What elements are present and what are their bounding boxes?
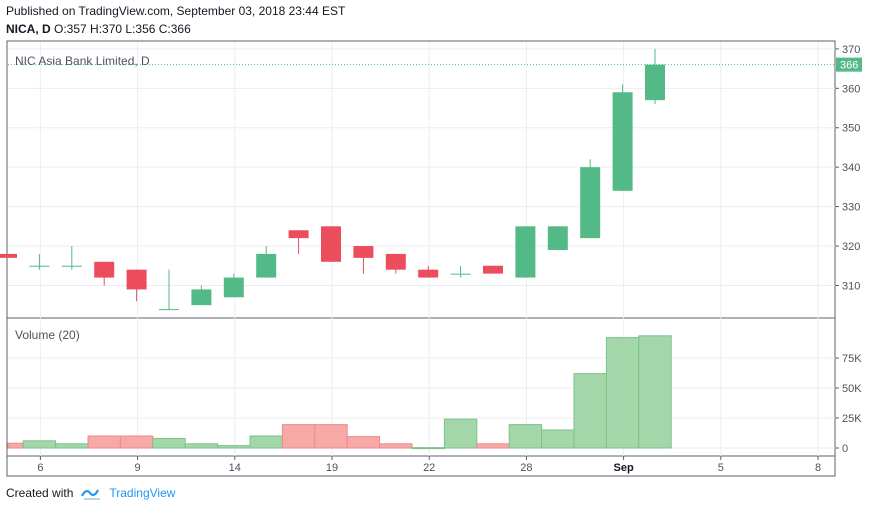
candle bbox=[191, 285, 212, 306]
tradingview-link[interactable]: TradingView bbox=[109, 486, 176, 500]
volume-bar bbox=[346, 436, 381, 449]
vol-tick-label: 25K bbox=[842, 413, 862, 425]
volume-bar bbox=[184, 443, 219, 449]
volume-bar bbox=[476, 443, 510, 449]
volume-bar bbox=[314, 424, 348, 449]
volume-bar bbox=[379, 443, 413, 449]
volume-bar bbox=[87, 435, 121, 449]
candle-body bbox=[288, 230, 309, 239]
volume-bar bbox=[55, 443, 89, 449]
last-price-label: 366 bbox=[840, 60, 858, 72]
candle-body bbox=[223, 277, 244, 298]
candle-body bbox=[256, 253, 277, 278]
y-tick-label: 320 bbox=[842, 241, 860, 253]
candle-body bbox=[353, 246, 374, 258]
x-tick-label: Sep bbox=[614, 462, 634, 474]
volume-bar bbox=[605, 337, 640, 449]
tradingview-logo-icon[interactable] bbox=[81, 486, 103, 500]
price-pane-title: NIC Asia Bank Limited, D bbox=[15, 54, 150, 68]
volume-bar bbox=[249, 435, 283, 449]
candle bbox=[223, 273, 244, 298]
symbol-ohlc-line: NICA, D O:357 H:370 L:356 C:366 bbox=[6, 22, 191, 36]
x-tick-label: 6 bbox=[37, 462, 43, 474]
candle bbox=[94, 261, 115, 286]
volume-bar bbox=[152, 437, 186, 449]
volume-bar bbox=[7, 442, 24, 449]
vol-tick-label: 0 bbox=[842, 443, 848, 455]
candle bbox=[418, 265, 439, 278]
candle bbox=[580, 159, 601, 239]
candle-body bbox=[418, 269, 439, 278]
candle-body bbox=[385, 253, 406, 270]
volume-bar bbox=[281, 424, 316, 449]
volume-bar bbox=[443, 418, 478, 449]
candle bbox=[547, 226, 568, 250]
candle bbox=[515, 226, 536, 278]
candle-body bbox=[94, 261, 115, 278]
candle-body bbox=[321, 226, 341, 262]
candle-body bbox=[483, 265, 503, 274]
x-tick-label: 22 bbox=[423, 462, 435, 474]
candle-body bbox=[29, 265, 50, 267]
volume-bar bbox=[508, 424, 543, 449]
y-tick-label: 330 bbox=[842, 202, 860, 214]
candle bbox=[256, 246, 277, 278]
candle-body bbox=[191, 289, 212, 306]
candle-body bbox=[515, 226, 536, 278]
volume-bar bbox=[638, 335, 672, 449]
y-tick-label: 340 bbox=[842, 162, 860, 174]
candle-body bbox=[159, 309, 179, 311]
candle-body bbox=[0, 253, 17, 258]
footer: Created with TradingView bbox=[6, 486, 175, 500]
candle bbox=[321, 226, 341, 262]
candle bbox=[483, 265, 503, 274]
ohlc-values: O:357 H:370 L:356 C:366 bbox=[54, 22, 191, 36]
symbol-label: NICA, D bbox=[6, 22, 51, 36]
vol-tick-label: 50K bbox=[842, 383, 862, 395]
x-tick-label: 14 bbox=[229, 462, 241, 474]
volume-bar bbox=[217, 445, 251, 449]
x-tick-label: 28 bbox=[520, 462, 532, 474]
created-with-label: Created with bbox=[6, 486, 74, 500]
x-tick-label: 19 bbox=[326, 462, 338, 474]
candle-body bbox=[61, 265, 82, 267]
candle bbox=[126, 269, 147, 302]
x-tick-label: 9 bbox=[135, 462, 141, 474]
candle bbox=[612, 84, 633, 191]
candle-body bbox=[450, 273, 471, 275]
volume-bar bbox=[573, 373, 607, 449]
candle bbox=[159, 269, 179, 311]
published-note: Published on TradingView.com, September … bbox=[6, 4, 346, 18]
candle bbox=[385, 253, 406, 274]
candle-body bbox=[645, 64, 665, 101]
x-tick-label: 8 bbox=[815, 462, 821, 474]
candle bbox=[61, 246, 82, 270]
volume-bar bbox=[22, 440, 57, 449]
candle bbox=[645, 48, 665, 105]
candle bbox=[353, 246, 374, 274]
y-tick-label: 360 bbox=[842, 83, 860, 95]
candle bbox=[288, 230, 309, 254]
chart-frame bbox=[6, 40, 836, 477]
y-tick-label: 310 bbox=[842, 280, 860, 292]
volume-bar bbox=[119, 435, 154, 449]
last-price-tag bbox=[836, 57, 862, 72]
volume-bar bbox=[411, 447, 445, 450]
candle bbox=[29, 253, 50, 270]
volume-bar bbox=[541, 429, 575, 449]
x-tick-label: 5 bbox=[718, 462, 724, 474]
candle-body bbox=[580, 167, 601, 239]
candle-body bbox=[547, 226, 568, 250]
candle bbox=[0, 253, 17, 258]
vol-tick-label: 75K bbox=[842, 353, 862, 365]
y-tick-label: 370 bbox=[842, 44, 860, 56]
y-tick-label: 350 bbox=[842, 123, 860, 135]
candle-body bbox=[126, 269, 147, 290]
candle-body bbox=[612, 92, 633, 191]
volume-pane-title: Volume (20) bbox=[15, 328, 80, 342]
candle bbox=[450, 265, 471, 278]
